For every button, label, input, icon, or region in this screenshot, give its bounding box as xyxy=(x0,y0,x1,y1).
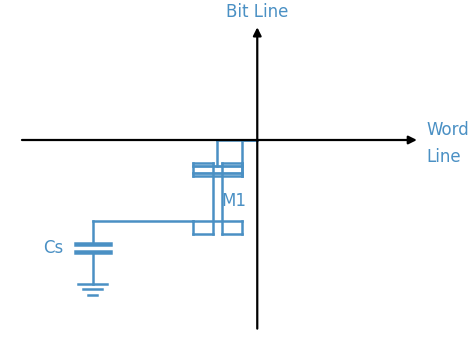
Text: Bit Line: Bit Line xyxy=(226,2,289,20)
Text: Line: Line xyxy=(427,147,461,165)
Text: Cs: Cs xyxy=(44,239,64,257)
Text: M1: M1 xyxy=(222,192,246,210)
Text: Word: Word xyxy=(427,121,469,139)
